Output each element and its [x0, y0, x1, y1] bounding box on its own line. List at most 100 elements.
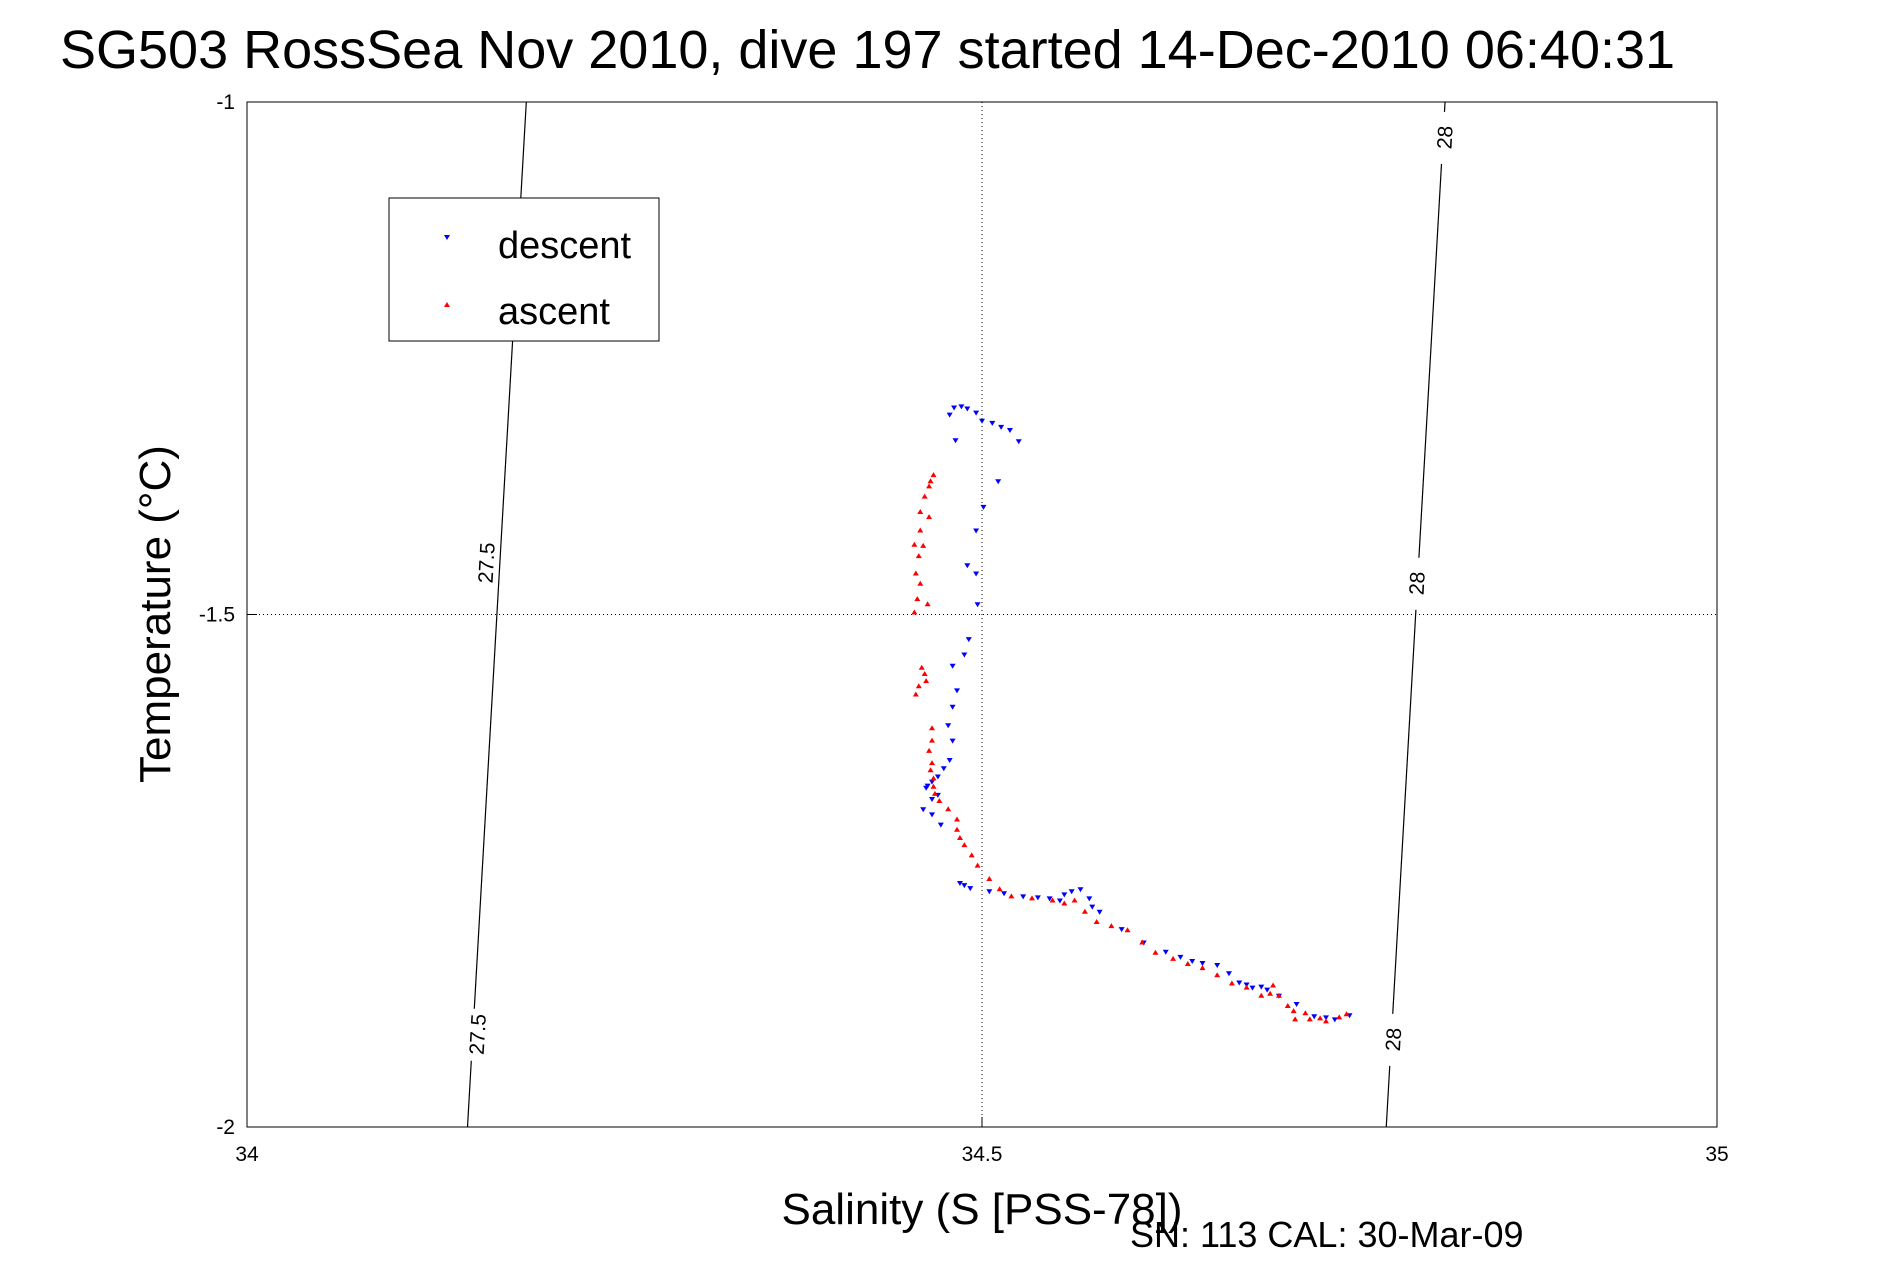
ascent-point [929, 737, 936, 743]
ascent-point [924, 601, 931, 607]
plot-area: 27.5 27.5 28 28 28 34 34.5 35 -2 -1.5 -1 [199, 91, 1729, 1166]
descent-point [1293, 1002, 1300, 1007]
ascent-point [1290, 1008, 1297, 1014]
descent-point [949, 738, 956, 744]
descent-point [973, 528, 980, 534]
ascent-point [1214, 972, 1221, 978]
ascent-point [1184, 961, 1191, 967]
contour-label-bg [1435, 111, 1456, 164]
contour-label: 28 [1382, 1027, 1406, 1052]
descent-point [998, 424, 1005, 430]
ascent-point [1322, 1018, 1329, 1024]
y-axis-label: Temperature (°C) [131, 445, 180, 783]
ascent-point [961, 842, 968, 848]
descent-point [1118, 927, 1125, 933]
descent-point [949, 663, 956, 669]
descent-point [937, 822, 944, 828]
ascent-point [1343, 1011, 1350, 1017]
ascent-point [920, 542, 927, 548]
ascent-point [1270, 982, 1277, 988]
ascent-point [1071, 897, 1078, 903]
contour-label: 28 [1433, 125, 1457, 150]
ascent-point [1093, 919, 1100, 924]
descent-point [1311, 1014, 1318, 1020]
ascent-point [1317, 1015, 1324, 1021]
ascent-point [921, 493, 928, 499]
ascent-point [921, 670, 928, 676]
descent-point [989, 420, 996, 426]
descent-point [1322, 1015, 1329, 1021]
descent-point [979, 418, 985, 424]
descent-point [958, 404, 965, 410]
ascent-point [930, 775, 937, 781]
ascent-point [923, 678, 930, 684]
descent-point [1086, 896, 1093, 902]
descent-point [974, 602, 981, 608]
ascent-point [914, 596, 921, 602]
descent-point [964, 406, 971, 412]
ascent-point [1336, 1014, 1343, 1020]
descent-point [1331, 1017, 1338, 1023]
descent-point [946, 412, 953, 418]
contour-label-bg [476, 537, 497, 590]
descent-point [1077, 887, 1084, 893]
ascent-point [931, 790, 938, 796]
descent-point [1006, 428, 1013, 433]
legend: descent ascent [388, 197, 660, 342]
descent-point [954, 688, 961, 694]
ascent-point [1152, 949, 1159, 955]
x-axis-label: Salinity (S [PSS-78]) [781, 1185, 1182, 1234]
descent-point [961, 883, 968, 889]
ascent-point [917, 527, 924, 533]
ascent-point [1258, 992, 1265, 998]
descent-point [1189, 958, 1196, 964]
ascent-point [1306, 1016, 1313, 1022]
ascent-point [927, 478, 934, 484]
descent-point [1034, 895, 1041, 901]
descent-point [934, 774, 941, 780]
descent-point [929, 779, 936, 785]
ascent-point [956, 834, 963, 840]
descent-point [967, 886, 974, 892]
ascent-point [986, 875, 993, 881]
ascent-point [1061, 900, 1068, 906]
descent-point [965, 637, 972, 643]
contour-label: 28 [1405, 571, 1429, 596]
ascent-point [929, 760, 936, 766]
descent-point [961, 652, 968, 658]
descent-point [929, 812, 936, 818]
ascent-point [912, 570, 919, 576]
descent-point [949, 704, 956, 710]
descent-point [945, 723, 952, 729]
contour-label: 27.5 [466, 1013, 491, 1055]
legend-label-ascent: ascent [498, 291, 610, 333]
descent-point [920, 807, 927, 813]
descent-point [973, 410, 980, 416]
ascent-point [1170, 955, 1177, 961]
ascent-point [927, 767, 934, 773]
ascent-point [968, 852, 975, 858]
legend-marker-descent [444, 235, 450, 240]
descent-point [929, 797, 936, 802]
descent-point [946, 758, 953, 764]
ascent-point [974, 862, 981, 868]
footer-calibration-text: SN: 113 CAL: 30-Mar-09 [1130, 1214, 1524, 1255]
descent-point [1264, 987, 1271, 993]
contour-label-bg [467, 1008, 488, 1061]
ascent-point [1284, 1003, 1291, 1009]
series-descent [920, 404, 1353, 1023]
descent-point [1068, 889, 1075, 895]
ascent-point [1124, 927, 1131, 933]
ascent-point [1008, 893, 1015, 899]
descent-point [1046, 896, 1053, 902]
x-tick-label: 35 [1705, 1143, 1728, 1166]
descent-point [1236, 980, 1243, 986]
ascent-point [926, 747, 933, 753]
data-series [911, 404, 1353, 1024]
x-tick-label: 34.5 [962, 1143, 1003, 1166]
ascent-point [915, 683, 922, 689]
descent-point [964, 563, 971, 569]
descent-point [1089, 904, 1096, 910]
descent-point [1162, 949, 1169, 955]
